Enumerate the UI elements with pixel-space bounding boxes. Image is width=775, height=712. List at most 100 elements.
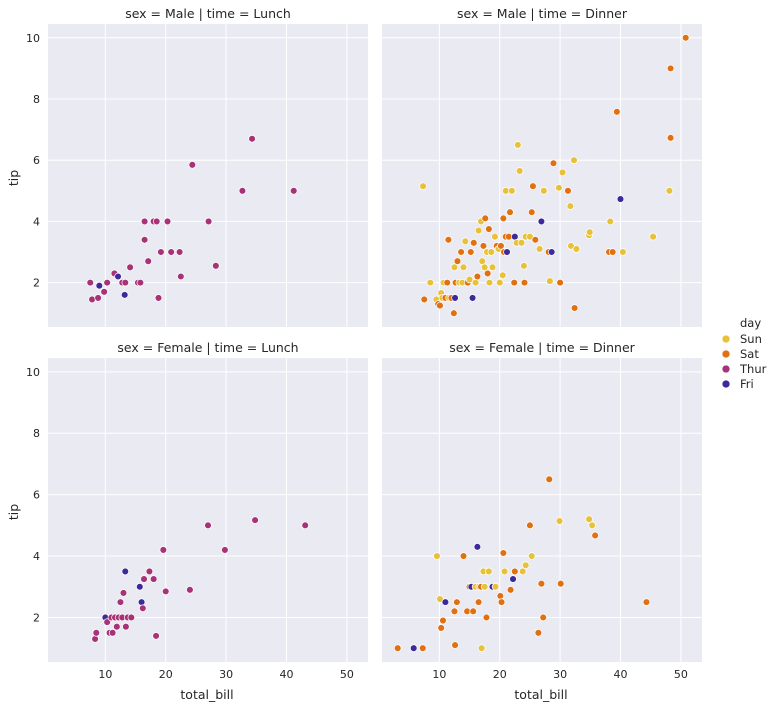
- scatter-point: [485, 567, 493, 576]
- facet-panel: sex = Male | time = Dinner: [382, 6, 702, 327]
- scatter-point: [531, 236, 540, 244]
- scatter-point: [103, 618, 111, 626]
- scatter-point: [506, 586, 515, 594]
- scatter-point: [136, 278, 145, 287]
- y-tick-label: 2: [33, 277, 40, 290]
- scatter-point: [453, 257, 462, 265]
- scatter-point: [515, 167, 524, 175]
- y-axis-label-bottom: tip: [6, 504, 21, 520]
- facet-panel: sex = Female | time = Dinner 10 20 30 40 50: [382, 340, 702, 681]
- scatter-point: [666, 134, 675, 142]
- scatter-point: [506, 208, 514, 216]
- scatter-point: [499, 214, 508, 223]
- scatter-point: [212, 262, 220, 270]
- scatter-point: [175, 248, 184, 256]
- scatter-point: [477, 644, 486, 652]
- x-tick-label: 30: [219, 668, 233, 681]
- scatter-point: [473, 272, 482, 281]
- scatter-point: [535, 245, 544, 253]
- scatter-point: [585, 228, 594, 236]
- scatter-point: [100, 288, 108, 296]
- scatter-point: [518, 567, 527, 576]
- x-tick-label: 50: [340, 668, 354, 681]
- scatter-point: [482, 613, 491, 622]
- scatter-point: [555, 183, 563, 192]
- scatter-point: [459, 552, 468, 560]
- scatter-point: [451, 294, 459, 302]
- scatter-point: [666, 64, 675, 73]
- scatter-point: [121, 567, 130, 576]
- scatter-point: [480, 583, 489, 591]
- scatter-point: [534, 629, 543, 637]
- x-axis-label-right: total_bill: [514, 687, 567, 702]
- scatter-point: [527, 552, 536, 560]
- scatter-point: [520, 278, 529, 287]
- scatter-point: [468, 294, 477, 302]
- legend-marker: [721, 379, 731, 389]
- scatter-point: [499, 271, 507, 280]
- scatter-point: [619, 248, 627, 256]
- y-tick-label: 4: [33, 550, 40, 563]
- scatter-point: [539, 613, 547, 622]
- scatter-point: [137, 598, 146, 606]
- scatter-point: [572, 245, 581, 253]
- scatter-point: [537, 579, 546, 588]
- scatter-point: [511, 232, 519, 241]
- panel-background: [382, 24, 702, 327]
- scatter-point: [86, 278, 95, 287]
- scatter-point: [144, 257, 152, 265]
- scatter-point: [152, 632, 160, 640]
- scatter-point: [485, 278, 494, 287]
- scatter-point: [157, 248, 165, 256]
- x-axis-label-left: total_bill: [180, 687, 233, 702]
- scatter-point: [556, 579, 565, 588]
- scatter-point: [613, 108, 621, 116]
- scatter-point: [558, 168, 567, 177]
- scatter-point: [116, 598, 125, 606]
- scatter-point: [485, 225, 493, 233]
- scatter-point: [450, 607, 459, 616]
- scatter-point: [251, 516, 259, 524]
- x-tick-label: 20: [159, 668, 173, 681]
- facet-panel: sex = Male | time = Lunch 2 4 6 8 10: [26, 6, 368, 327]
- y-tick-label: 6: [33, 154, 40, 167]
- y-tick-label: 8: [33, 93, 40, 106]
- scatter-point: [186, 586, 194, 594]
- scatter-point: [537, 217, 546, 226]
- scatter-point: [616, 195, 625, 203]
- x-tick-label: 30: [553, 668, 567, 681]
- scatter-point: [564, 187, 572, 195]
- scatter-point: [140, 217, 149, 226]
- scatter-point: [473, 543, 482, 551]
- scatter-point: [474, 598, 483, 606]
- scatter-point: [95, 281, 104, 290]
- scatter-point: [481, 214, 489, 223]
- x-tick-label: 10: [98, 668, 112, 681]
- x-tick-label: 40: [613, 668, 627, 681]
- scatter-point: [149, 575, 158, 583]
- scatter-point: [496, 592, 505, 600]
- scatter-point: [108, 629, 117, 637]
- scatter-point: [469, 607, 477, 616]
- scatter-point: [529, 182, 537, 190]
- scatter-point: [556, 278, 564, 287]
- scatter-point: [167, 248, 175, 256]
- scatter-point: [555, 517, 564, 525]
- panel-title: sex = Female | time = Dinner: [449, 340, 635, 355]
- scatter-point: [393, 644, 402, 652]
- legend-title: day: [740, 316, 761, 330]
- scatter-point: [221, 546, 229, 554]
- scatter-point: [527, 208, 536, 216]
- scatter-point: [521, 561, 530, 570]
- scatter-point: [139, 604, 147, 613]
- scatter-point: [441, 598, 450, 606]
- scatter-point: [92, 629, 101, 637]
- scatter-point: [459, 263, 468, 272]
- scatter-point: [510, 278, 518, 287]
- scatter-point: [503, 248, 511, 256]
- scatter-point: [161, 587, 170, 596]
- scatter-point: [514, 141, 522, 149]
- scatter-point: [140, 236, 149, 244]
- scatter-point: [491, 232, 499, 241]
